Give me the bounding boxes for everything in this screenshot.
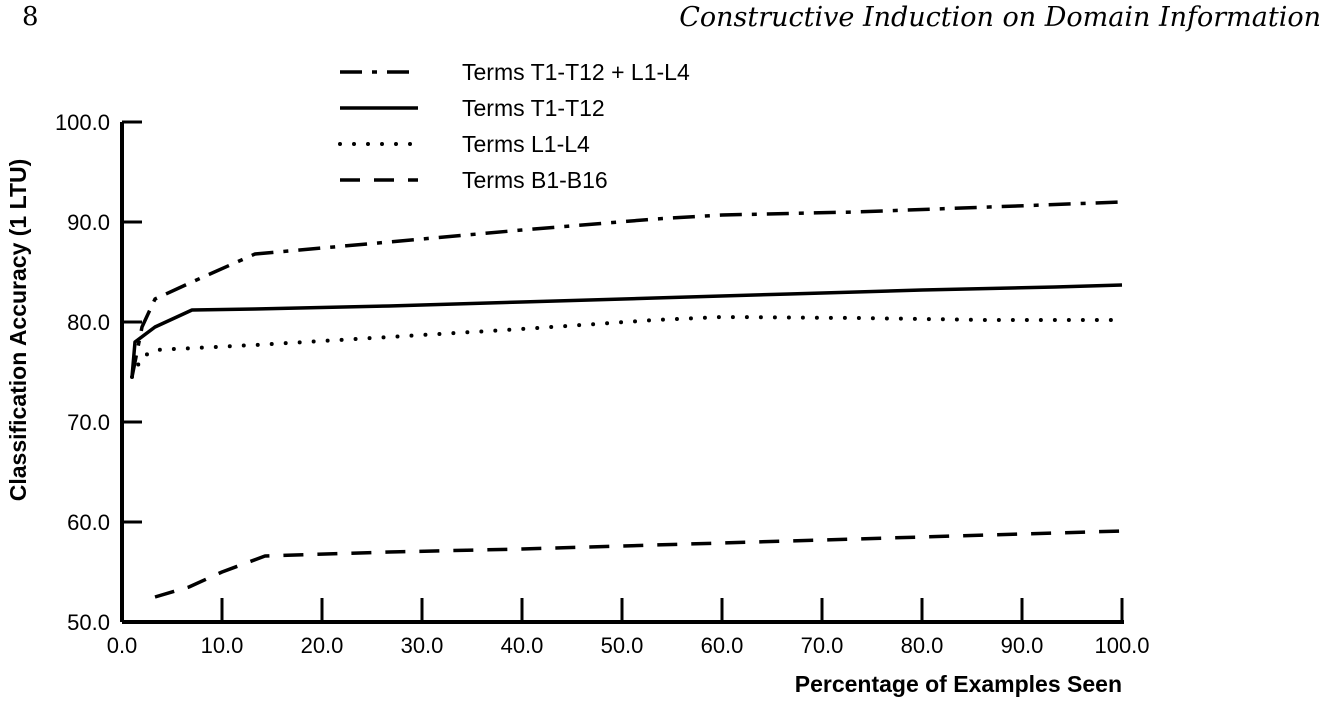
x-tick-label: 80.0 (901, 633, 944, 658)
y-tick-label: 50.0 (67, 610, 110, 635)
series-layer (130, 200, 1124, 599)
x-tick-label: 70.0 (801, 633, 844, 658)
series-line-4 (154, 529, 1123, 599)
series-line-1 (130, 200, 1123, 378)
legend-label: Terms L1-L4 (462, 131, 590, 157)
y-axis-ticks: 50.0 60.0 70.0 80.0 90.0 100.0 (55, 110, 142, 635)
legend: Terms T1-T12 + L1-L4 Terms T1-T12 Terms L1… (338, 59, 690, 193)
y-tick-label: 90.0 (67, 210, 110, 235)
y-tick-label: 100.0 (55, 110, 110, 135)
series-line-3 (130, 315, 1124, 379)
x-tick-label: 100.0 (1094, 633, 1149, 658)
x-tick-label: 10.0 (201, 633, 244, 658)
x-axis-title: Percentage of Examples Seen (795, 671, 1122, 697)
legend-label: Terms T1-T12 (462, 95, 605, 121)
x-tick-label: 50.0 (601, 633, 644, 658)
y-tick-label: 60.0 (67, 510, 110, 535)
x-axis-ticks: 0.0 10.0 20.0 30.0 40.0 50.0 60.0 70.0 80.0 90.0 1… (107, 598, 1150, 658)
running-header: Constructive Induction on Domain Informa… (679, 2, 1321, 33)
x-tick-label: 30.0 (401, 633, 444, 658)
x-tick-label: 60.0 (701, 633, 744, 658)
page-number: 8 (22, 2, 39, 32)
legend-label: Terms B1-B16 (462, 167, 608, 193)
axes (120, 122, 1124, 624)
x-tick-label: 90.0 (1001, 633, 1044, 658)
legend-label: Terms T1-T12 + L1-L4 (462, 59, 690, 85)
x-tick-label: 40.0 (501, 633, 544, 658)
x-tick-label: 0.0 (107, 633, 138, 658)
x-tick-label: 20.0 (301, 633, 344, 658)
series-line-2 (130, 283, 1123, 378)
y-axis-title: Classification Accuracy (1 LTU) (5, 159, 31, 502)
y-tick-label: 70.0 (67, 410, 110, 435)
y-tick-label: 80.0 (67, 310, 110, 335)
